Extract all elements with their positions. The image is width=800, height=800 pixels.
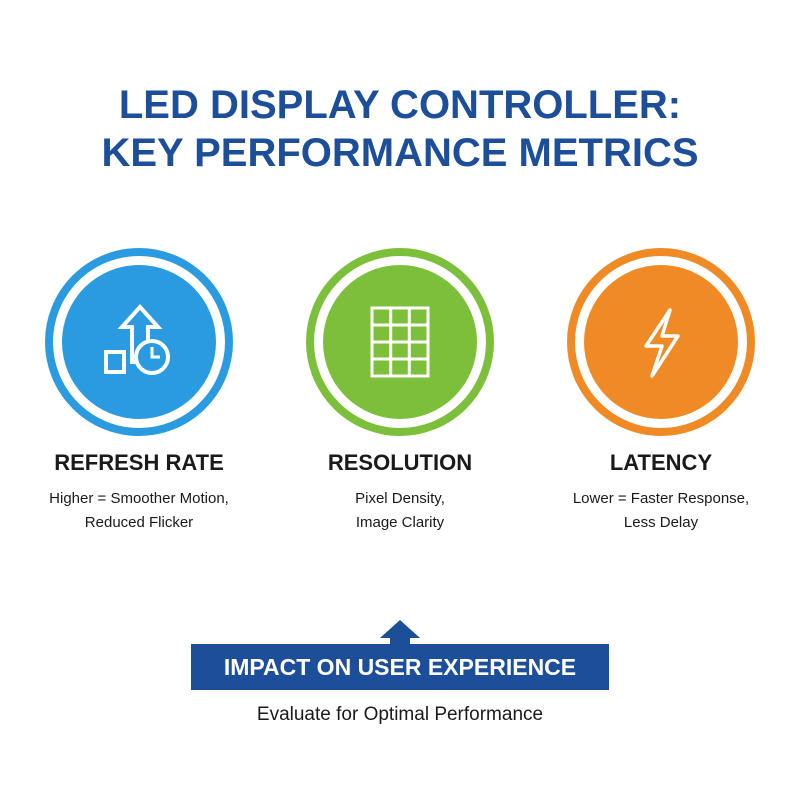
refresh-icon [45, 248, 233, 436]
metric-desc: Less Delay [624, 514, 699, 531]
metric-desc: Pixel Density, [355, 490, 445, 507]
metric-title: REFRESH RATE [54, 450, 224, 475]
banner [191, 644, 609, 690]
metric-title: RESOLUTION [328, 450, 472, 475]
resolution-icon [306, 248, 494, 436]
metric-desc: Lower = Faster Response, [573, 490, 749, 507]
metric-desc: Reduced Flicker [85, 514, 193, 531]
title-line: KEY PERFORMANCE METRICS [101, 131, 698, 175]
metric-title: LATENCY [610, 450, 713, 475]
title-line: LED DISPLAY CONTROLLER: [119, 83, 681, 127]
latency-icon [567, 248, 755, 436]
metric-desc: Higher = Smoother Motion, [49, 490, 229, 507]
up-arrow [380, 620, 420, 648]
caption: Evaluate for Optimal Performance [257, 704, 543, 725]
banner-text: IMPACT ON USER EXPERIENCE [224, 654, 576, 680]
metric-desc: Image Clarity [356, 514, 445, 531]
